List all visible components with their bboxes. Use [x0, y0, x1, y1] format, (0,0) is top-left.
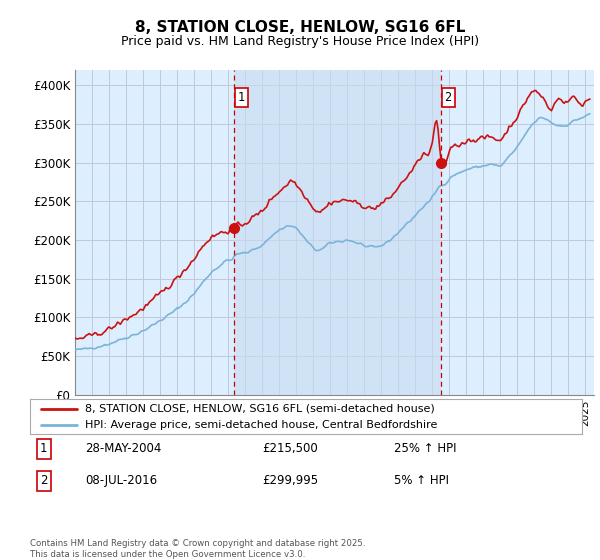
Text: 2: 2 [40, 474, 47, 487]
Text: 25% ↑ HPI: 25% ↑ HPI [394, 442, 457, 455]
Text: 2: 2 [445, 91, 452, 104]
Text: Contains HM Land Registry data © Crown copyright and database right 2025.
This d: Contains HM Land Registry data © Crown c… [30, 539, 365, 559]
Text: £215,500: £215,500 [262, 442, 317, 455]
Text: 5% ↑ HPI: 5% ↑ HPI [394, 474, 449, 487]
Text: 08-JUL-2016: 08-JUL-2016 [85, 474, 157, 487]
Text: 1: 1 [40, 442, 47, 455]
Text: HPI: Average price, semi-detached house, Central Bedfordshire: HPI: Average price, semi-detached house,… [85, 419, 437, 430]
Text: Price paid vs. HM Land Registry's House Price Index (HPI): Price paid vs. HM Land Registry's House … [121, 35, 479, 48]
Bar [235, 70, 441, 395]
Text: £299,995: £299,995 [262, 474, 318, 487]
Text: 1: 1 [238, 91, 245, 104]
Text: 28-MAY-2004: 28-MAY-2004 [85, 442, 161, 455]
Text: 8, STATION CLOSE, HENLOW, SG16 6FL: 8, STATION CLOSE, HENLOW, SG16 6FL [135, 20, 465, 35]
Text: 8, STATION CLOSE, HENLOW, SG16 6FL (semi-detached house): 8, STATION CLOSE, HENLOW, SG16 6FL (semi… [85, 404, 435, 414]
